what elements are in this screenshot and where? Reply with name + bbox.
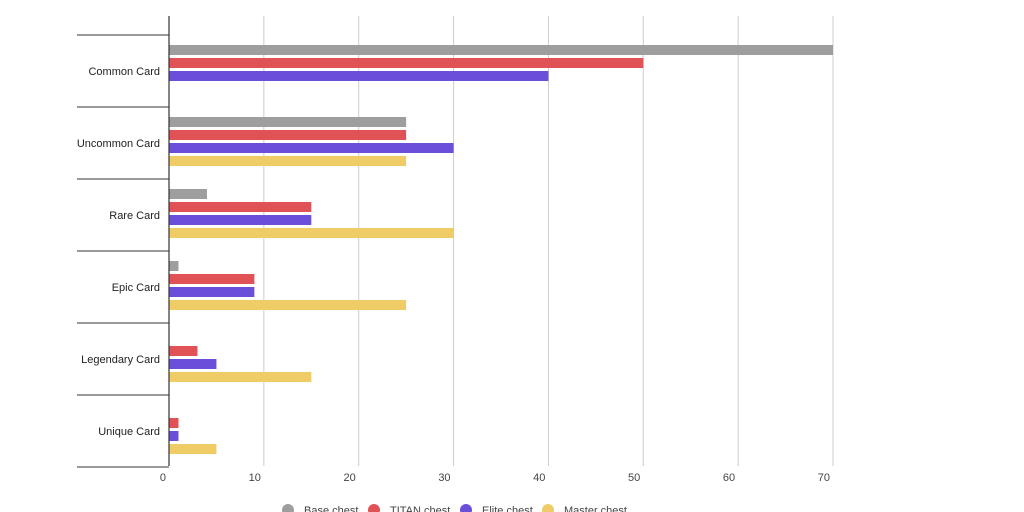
bar-titan-chest-epic-card bbox=[169, 274, 255, 284]
bar-master-chest-legendary-card bbox=[169, 372, 312, 382]
category-label-common-card: Common Card bbox=[88, 66, 160, 78]
x-tick-label-20: 20 bbox=[343, 472, 355, 484]
legend-label-elite-chest: Elite chest bbox=[482, 505, 533, 512]
bar-titan-chest-common-card bbox=[169, 58, 644, 68]
legend-label-titan-chest: TITAN chest bbox=[390, 505, 450, 512]
x-tick-label-70: 70 bbox=[818, 472, 830, 484]
category-label-rare-card: Rare Card bbox=[109, 210, 160, 222]
bar-master-chest-uncommon-card bbox=[169, 156, 407, 166]
legend-label-master-chest: Master chest bbox=[564, 505, 627, 512]
bar-base-chest-epic-card bbox=[169, 261, 179, 271]
bar-base-chest-rare-card bbox=[169, 189, 207, 199]
legend-marker-titan-chest bbox=[368, 504, 380, 512]
bar-elite-chest-rare-card bbox=[169, 215, 312, 225]
bar-master-chest-epic-card bbox=[169, 300, 407, 310]
x-tick-label-50: 50 bbox=[628, 472, 640, 484]
bar-titan-chest-unique-card bbox=[169, 418, 179, 428]
bar-titan-chest-legendary-card bbox=[169, 346, 198, 356]
grid-layer bbox=[263, 16, 834, 466]
bars-layer bbox=[169, 45, 833, 454]
bar-elite-chest-legendary-card bbox=[169, 359, 217, 369]
bar-elite-chest-common-card bbox=[169, 71, 549, 81]
bar-titan-chest-rare-card bbox=[169, 202, 312, 212]
bar-elite-chest-epic-card bbox=[169, 287, 255, 297]
legend-marker-master-chest bbox=[542, 504, 554, 512]
category-label-uncommon-card: Uncommon Card bbox=[77, 138, 160, 150]
x-tick-label-10: 10 bbox=[249, 472, 261, 484]
x-tick-label-40: 40 bbox=[533, 472, 545, 484]
bar-elite-chest-unique-card bbox=[169, 431, 179, 441]
x-tick-label-0: 0 bbox=[160, 472, 166, 484]
legend-label-base-chest: Base chest bbox=[304, 505, 358, 512]
category-label-epic-card: Epic Card bbox=[112, 282, 160, 294]
x-tick-label-60: 60 bbox=[723, 472, 735, 484]
legend-marker-elite-chest bbox=[460, 504, 472, 512]
bar-master-chest-rare-card bbox=[169, 228, 454, 238]
bar-base-chest-uncommon-card bbox=[169, 117, 407, 127]
category-label-unique-card: Unique Card bbox=[98, 426, 160, 438]
bar-titan-chest-uncommon-card bbox=[169, 130, 407, 140]
bar-base-chest-common-card bbox=[169, 45, 833, 55]
bar-elite-chest-uncommon-card bbox=[169, 143, 454, 153]
x-tick-label-30: 30 bbox=[438, 472, 450, 484]
axis-layer: 0 10 20 30 40 50 60 70 Common Card Uncommon Card R… bbox=[77, 16, 830, 484]
bar-master-chest-unique-card bbox=[169, 444, 217, 454]
legend-marker-base-chest bbox=[282, 504, 294, 512]
category-label-legendary-card: Legendary Card bbox=[81, 354, 160, 366]
legend: Base chest TITAN chest Elite chest Master c… bbox=[282, 504, 627, 512]
